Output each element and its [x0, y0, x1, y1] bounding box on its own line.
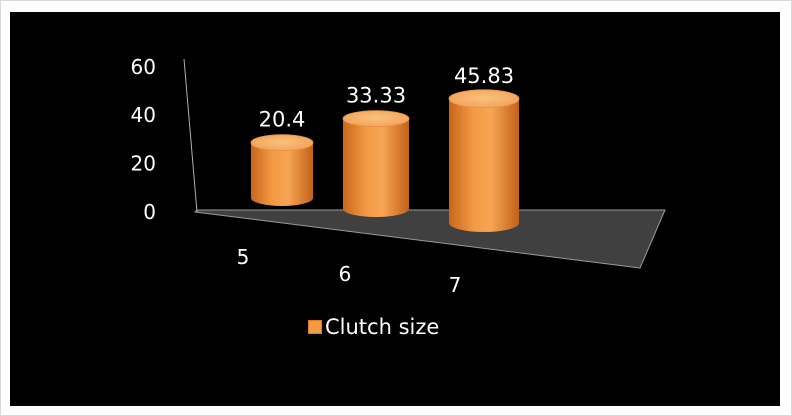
y-tick-label: 40: [131, 103, 156, 127]
x-tick-label: 7: [449, 273, 462, 297]
bar-cylinder-top: [250, 134, 314, 152]
bar-cylinder-top: [342, 110, 410, 128]
data-label: 20.4: [259, 108, 306, 132]
y-tick-label: 20: [131, 152, 156, 176]
y-tick-label: 60: [131, 55, 156, 79]
legend: Clutch size: [308, 312, 439, 342]
bar-cylinder-top: [448, 89, 520, 109]
legend-swatch: [308, 320, 322, 334]
bar-cylinder-body: [251, 142, 313, 206]
data-label: 33.33: [346, 84, 406, 108]
data-label: 45.83: [454, 64, 514, 88]
y-axis-line: [183, 58, 198, 213]
y-tick-label: 0: [143, 200, 156, 224]
chart-floor: [193, 209, 666, 269]
bar-cylinder-body: [343, 118, 409, 217]
bar-cylinder-body: [449, 98, 519, 232]
x-tick-label: 6: [339, 262, 352, 286]
x-tick-label: 5: [237, 245, 250, 269]
legend-label: Clutch size: [325, 315, 440, 339]
